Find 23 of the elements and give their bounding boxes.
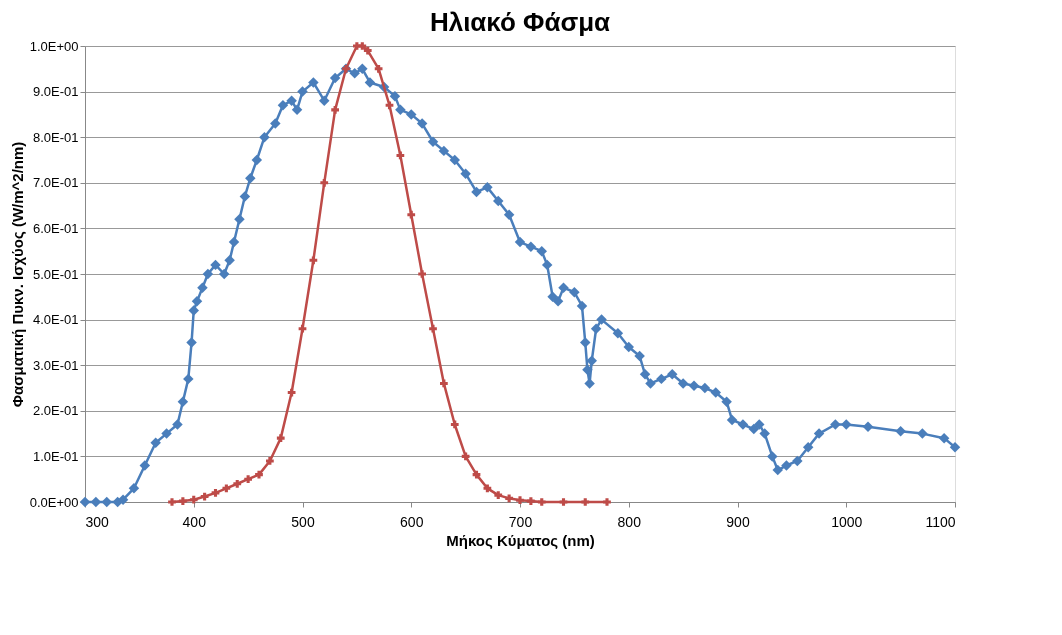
- y-tick-label: 2.0E-01: [32, 403, 79, 419]
- x-tick-label: 500: [291, 513, 315, 530]
- y-tick-label: 0.0E+00: [29, 494, 79, 510]
- x-tick-label: 1100: [925, 513, 956, 530]
- y-tick-label: 7.0E-01: [32, 175, 79, 191]
- y-tick-label: 4.0E-01: [32, 312, 79, 328]
- x-tick-label: 300: [85, 513, 110, 530]
- x-axis-title: Μήκος Κύματος (nm): [446, 531, 595, 549]
- x-tick-label: 400: [182, 513, 207, 530]
- y-tick-label: 1.0E+00: [29, 38, 79, 54]
- y-axis-title: Φασματική Πυκν. Ισχύος (W/m^2/nm): [8, 141, 26, 408]
- x-tick-label: 600: [400, 513, 424, 530]
- x-tick-label: 800: [617, 513, 642, 530]
- y-tick-label: 9.0E-01: [32, 84, 79, 100]
- chart-title: Ηλιακό Φάσμα: [429, 7, 611, 37]
- x-tick-label: 700: [508, 513, 533, 530]
- y-tick-label: 5.0E-01: [32, 266, 79, 282]
- y-tick-label: 3.0E-01: [32, 357, 79, 373]
- x-tick-label: 900: [726, 513, 750, 530]
- x-tick-label: 1000: [831, 513, 863, 530]
- y-tick-label: 1.0E-01: [32, 448, 79, 464]
- y-tick-label: 6.0E-01: [32, 220, 79, 236]
- y-tick-label: 8.0E-01: [32, 129, 79, 145]
